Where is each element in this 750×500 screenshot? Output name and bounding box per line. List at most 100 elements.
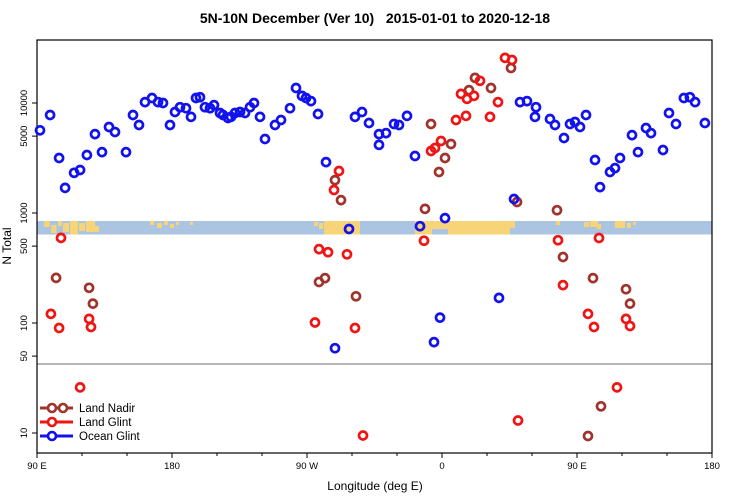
surface-band-land <box>590 221 598 227</box>
data-point-ocean-glint <box>343 223 355 235</box>
data-point-ocean-glint <box>89 128 101 140</box>
surface-band-land <box>86 221 96 232</box>
data-point-land-nadir <box>350 290 362 302</box>
surface-band-land <box>170 224 174 228</box>
data-point-ocean-glint <box>529 111 541 123</box>
data-point-ocean-glint <box>275 114 287 126</box>
data-point-land-glint <box>484 111 496 123</box>
x-tick-label: 180 <box>164 461 180 472</box>
data-point-land-glint <box>418 235 430 247</box>
data-point-ocean-glint <box>589 154 601 166</box>
data-point-ocean-glint <box>180 102 192 114</box>
data-point-ocean-glint <box>349 111 361 123</box>
data-point-land-nadir <box>87 298 99 309</box>
surface-band-land <box>95 226 99 232</box>
data-point-land-glint <box>328 184 340 196</box>
data-point-ocean-glint <box>678 92 690 104</box>
data-point-land-glint <box>309 317 321 328</box>
data-point-land-nadir <box>620 283 632 295</box>
data-point-ocean-glint <box>645 127 657 139</box>
data-point-land-glint <box>492 96 504 108</box>
data-point-land-nadir <box>83 282 95 294</box>
surface-band-land <box>164 221 168 225</box>
data-point-land-glint <box>461 93 473 105</box>
data-point-ocean-glint <box>580 109 592 121</box>
data-point-ocean-glint <box>699 117 711 129</box>
surface-band-land <box>79 223 85 231</box>
surface-band-land <box>44 221 50 227</box>
data-point-ocean-glint <box>614 152 626 164</box>
data-point-ocean-glint <box>401 110 413 122</box>
x-tick-label: 90 E <box>567 461 587 472</box>
data-point-land-glint <box>333 165 345 177</box>
x-tick-label: 90 W <box>296 461 318 472</box>
data-point-ocean-glint <box>414 220 426 232</box>
legend-marker-circle <box>46 430 58 442</box>
data-point-ocean-glint <box>663 107 675 119</box>
data-point-ocean-glint <box>373 139 385 151</box>
data-point-ocean-glint <box>185 111 197 123</box>
data-point-land-nadir <box>425 118 437 130</box>
legend-label: Ocean Glint <box>79 431 141 443</box>
data-point-land-nadir <box>485 82 497 94</box>
data-point-ocean-glint <box>428 336 440 348</box>
x-tick-label: 0 <box>439 461 444 472</box>
data-point-land-nadir <box>587 272 599 284</box>
x-tick-label: 90 E <box>27 461 47 472</box>
surface-band-land <box>314 222 318 226</box>
surface-band-land <box>626 223 631 228</box>
data-point-land-glint <box>455 88 467 100</box>
data-point-ocean-glint <box>632 146 644 158</box>
y-axis-title: N Total <box>0 227 14 265</box>
surface-band-land <box>149 221 154 225</box>
y-tick-label: 5000 <box>19 126 30 147</box>
data-point-land-glint <box>474 75 486 87</box>
data-point-ocean-glint <box>74 164 86 176</box>
surface-band-land <box>632 222 636 225</box>
data-point-ocean-glint <box>439 212 451 224</box>
data-point-land-glint <box>85 321 97 333</box>
data-point-ocean-glint <box>574 121 586 133</box>
data-point-land-nadir <box>557 251 569 263</box>
data-point-ocean-glint <box>53 152 65 164</box>
data-point-ocean-glint <box>208 99 220 111</box>
data-point-land-glint <box>313 243 325 255</box>
x-axis-title: Longitude (deg E) <box>327 479 423 493</box>
data-point-ocean-glint <box>127 109 139 121</box>
data-point-land-glint <box>55 232 67 244</box>
data-point-ocean-glint <box>312 108 324 120</box>
data-point-ocean-glint <box>157 97 169 109</box>
data-point-ocean-glint <box>44 109 56 121</box>
surface-band-land <box>596 224 601 229</box>
data-point-ocean-glint <box>380 127 392 139</box>
data-point-land-nadir <box>582 430 594 442</box>
data-point-land-glint <box>450 114 462 126</box>
data-point-ocean-glint <box>254 111 266 123</box>
surface-band-land <box>190 222 193 225</box>
y-tick-label: 100 <box>19 315 30 331</box>
data-point-land-glint <box>45 308 57 320</box>
data-point-ocean-glint <box>521 95 533 107</box>
data-point-ocean-glint <box>356 106 368 118</box>
data-point-ocean-glint <box>248 97 260 109</box>
data-point-land-nadir <box>439 152 451 164</box>
y-tick-label: 50 <box>19 351 30 362</box>
data-point-land-glint <box>611 382 623 393</box>
data-point-ocean-glint <box>103 121 115 133</box>
x-tick-label: 180 <box>704 461 720 472</box>
data-point-land-glint <box>582 308 594 320</box>
data-point-ocean-glint <box>558 132 570 144</box>
surface-band-land <box>176 222 180 225</box>
y-tick-label: 10000 <box>19 90 30 116</box>
surface-band-land <box>556 221 561 225</box>
data-point-ocean-glint <box>174 101 186 113</box>
data-point-land-nadir <box>595 400 607 412</box>
data-point-land-nadir <box>335 194 347 206</box>
data-point-ocean-glint <box>164 119 176 131</box>
data-point-ocean-glint <box>689 96 701 108</box>
data-point-land-nadir <box>445 138 457 150</box>
surface-band-land <box>157 223 162 228</box>
surface-band-land <box>323 221 360 235</box>
